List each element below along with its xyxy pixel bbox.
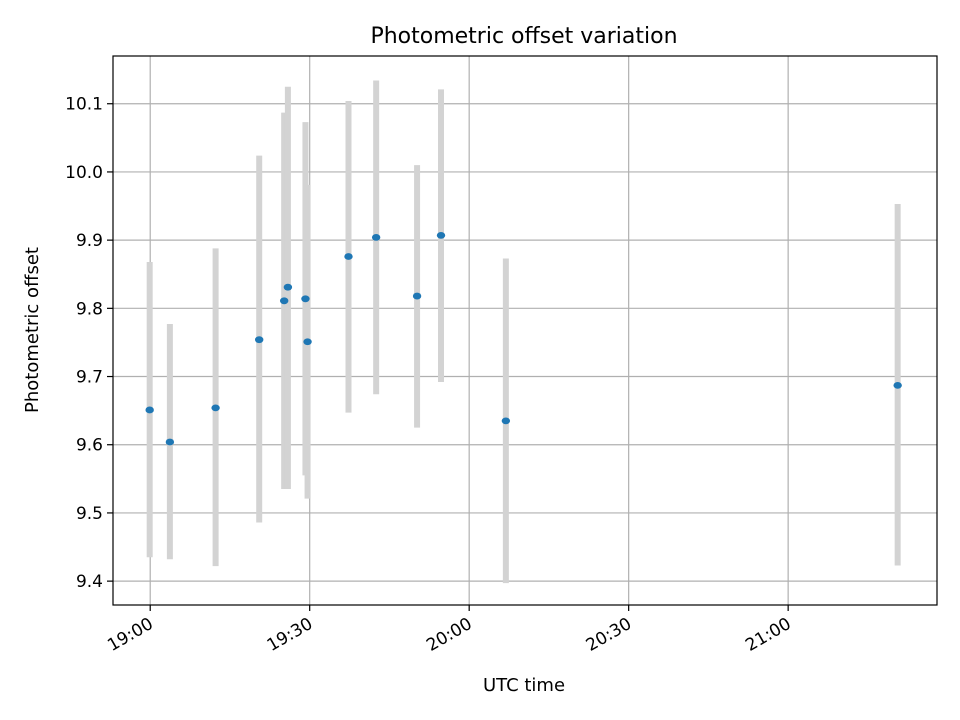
data-points xyxy=(145,231,902,446)
y-tick-label: 10.1 xyxy=(65,95,103,115)
data-point xyxy=(254,336,264,344)
data-point xyxy=(303,338,312,346)
data-point xyxy=(165,438,175,446)
y-tick-label: 10.0 xyxy=(65,163,103,183)
x-tick-label: 19:00 xyxy=(104,614,156,656)
data-point xyxy=(145,406,154,414)
data-point xyxy=(371,234,381,241)
x-tick-label: 21:00 xyxy=(742,614,794,656)
y-tick-label: 9.8 xyxy=(76,299,103,319)
data-point xyxy=(501,417,511,425)
data-point xyxy=(412,292,422,300)
plot-frame xyxy=(112,55,938,606)
data-point xyxy=(344,253,353,260)
x-tick-label: 19:30 xyxy=(264,614,316,656)
data-point xyxy=(436,231,446,239)
data-point xyxy=(893,382,902,389)
y-tick-label: 9.7 xyxy=(76,368,103,388)
x-tick-label: 20:30 xyxy=(583,614,635,656)
data-point xyxy=(301,295,310,303)
x-axis-label: UTC time xyxy=(483,675,565,696)
data-point xyxy=(211,404,220,412)
y-tick-label: 9.5 xyxy=(76,504,103,524)
y-tick-label: 9.9 xyxy=(76,231,103,251)
grid xyxy=(113,56,937,605)
y-axis-label: Photometric offset xyxy=(22,247,43,413)
ticks: 19:00 19:30 20:00 20:30 21:00 9.4 9.5 9.6 9.7 9.8… xyxy=(65,95,795,656)
chart-title: Photometric offset variation xyxy=(370,24,677,49)
y-tick-label: 9.4 xyxy=(76,572,103,592)
y-tick-label: 9.6 xyxy=(76,436,103,456)
data-point xyxy=(283,283,293,291)
errorbars xyxy=(146,80,901,584)
x-tick-label: 20:00 xyxy=(423,614,475,656)
data-point xyxy=(279,297,289,305)
